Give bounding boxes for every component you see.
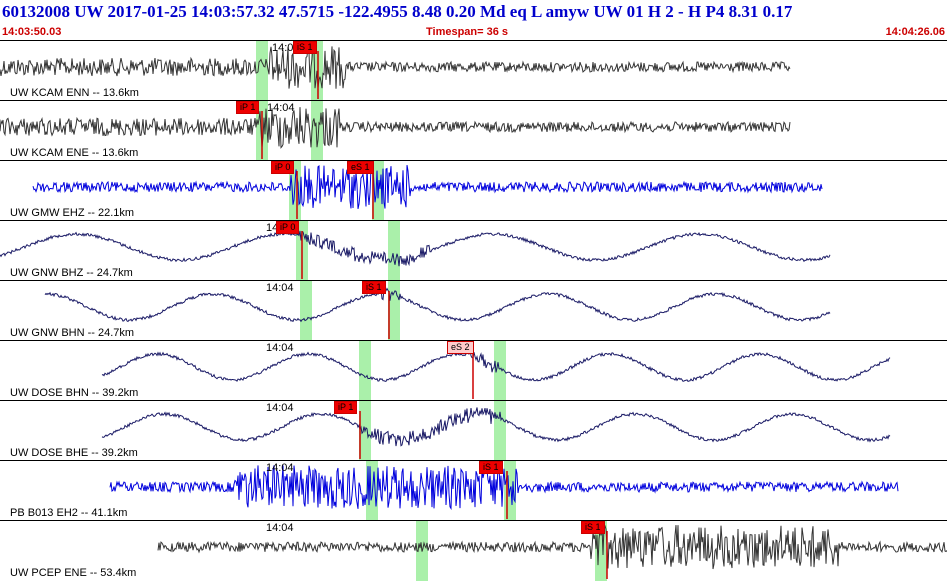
pick-window bbox=[300, 281, 312, 341]
phase-pick-flag[interactable]: eS 1 bbox=[347, 161, 374, 174]
phase-pick-flag[interactable]: iP 1 bbox=[236, 101, 260, 114]
pick-window bbox=[388, 281, 400, 341]
phase-pick-flag[interactable]: iP 0 bbox=[276, 221, 300, 234]
trace-panel[interactable]: PB B013 EH2 -- 41.1km 14:04 iS 1 bbox=[0, 460, 947, 521]
pick-window bbox=[388, 221, 400, 281]
minute-marker: 14:04 bbox=[266, 522, 294, 534]
event-header: 60132008 UW 2017-01-25 14:03:57.32 47.57… bbox=[0, 0, 947, 40]
timespan-label: Timespan= 36 s bbox=[426, 26, 509, 38]
minute-marker: 14:04 bbox=[266, 342, 294, 354]
seismic-trace bbox=[109, 464, 899, 511]
station-label: UW GNW BHZ -- 24.7km bbox=[10, 267, 133, 279]
pick-window bbox=[311, 101, 323, 161]
seismic-trace bbox=[101, 407, 891, 447]
waveform-plot bbox=[101, 341, 891, 401]
seismic-trace bbox=[0, 107, 791, 149]
phase-pick-flag[interactable]: iP 1 bbox=[334, 401, 358, 414]
minute-marker: 14:04 bbox=[266, 282, 294, 294]
seismic-trace bbox=[44, 287, 831, 323]
seismic-trace bbox=[0, 230, 831, 267]
waveform-plot bbox=[0, 101, 791, 161]
trace-panel[interactable]: UW PCEP ENE -- 53.4km 14:04 iS 1 bbox=[0, 520, 947, 581]
station-label: UW KCAM ENN -- 13.6km bbox=[10, 87, 139, 99]
waveform-plot bbox=[0, 221, 831, 281]
end-time: 14:04:26.06 bbox=[885, 26, 945, 38]
pick-window bbox=[494, 341, 506, 401]
phase-pick-flag[interactable]: eS 2 bbox=[447, 341, 474, 354]
waveform-plot bbox=[109, 461, 899, 521]
station-label: UW GNW BHN -- 24.7km bbox=[10, 327, 135, 339]
pick-window bbox=[256, 41, 268, 101]
pick-window bbox=[494, 401, 506, 461]
phase-pick-flag[interactable]: iS 1 bbox=[362, 281, 386, 294]
pick-window bbox=[359, 341, 371, 401]
trace-panel[interactable]: UW DOSE BHE -- 39.2km 14:04 iP 1 bbox=[0, 400, 947, 461]
station-label: UW DOSE BHE -- 39.2km bbox=[10, 447, 138, 459]
station-label: UW PCEP ENE -- 53.4km bbox=[10, 567, 137, 579]
seismic-trace bbox=[157, 525, 947, 570]
minute-marker: 14:04 bbox=[272, 42, 300, 54]
trace-panel[interactable]: UW DOSE BHN -- 39.2km 14:04 eS 2 bbox=[0, 340, 947, 401]
station-label: UW DOSE BHN -- 39.2km bbox=[10, 387, 139, 399]
phase-pick-flag[interactable]: iS 1 bbox=[293, 41, 317, 54]
waveform-plot bbox=[0, 41, 791, 101]
start-time: 14:03:50.03 bbox=[2, 26, 62, 38]
trace-panel[interactable]: UW GNW BHN -- 24.7km 14:04 iS 1 bbox=[0, 280, 947, 341]
trace-panel[interactable]: UW KCAM ENE -- 13.6km 14:04 iP 1 bbox=[0, 100, 947, 161]
trace-panel[interactable]: UW KCAM ENN -- 13.6km 14:04 iS 1 bbox=[0, 40, 947, 101]
seismic-trace bbox=[0, 45, 791, 89]
trace-panel[interactable]: UW GMW EHZ -- 22.1km iP 0 eS 1 bbox=[0, 160, 947, 221]
seismic-trace bbox=[101, 348, 891, 383]
event-title: 60132008 UW 2017-01-25 14:03:57.32 47.57… bbox=[2, 2, 793, 21]
seismic-trace bbox=[32, 164, 823, 209]
minute-marker: 14:04 bbox=[267, 102, 295, 114]
minute-marker: 14:04 bbox=[266, 462, 294, 474]
station-label: UW GMW EHZ -- 22.1km bbox=[10, 207, 135, 219]
station-label: PB B013 EH2 -- 41.1km bbox=[10, 507, 128, 519]
waveform-plot bbox=[32, 161, 823, 221]
phase-pick-flag[interactable]: iP 0 bbox=[271, 161, 295, 174]
waveform-plot bbox=[44, 281, 831, 341]
minute-marker: 14:04 bbox=[266, 402, 294, 414]
waveform-plot bbox=[157, 521, 947, 581]
waveform-plot bbox=[101, 401, 891, 461]
phase-pick-flag[interactable]: iS 1 bbox=[479, 461, 503, 474]
station-label: UW KCAM ENE -- 13.6km bbox=[10, 147, 139, 159]
phase-pick-flag[interactable]: iS 1 bbox=[581, 521, 605, 534]
